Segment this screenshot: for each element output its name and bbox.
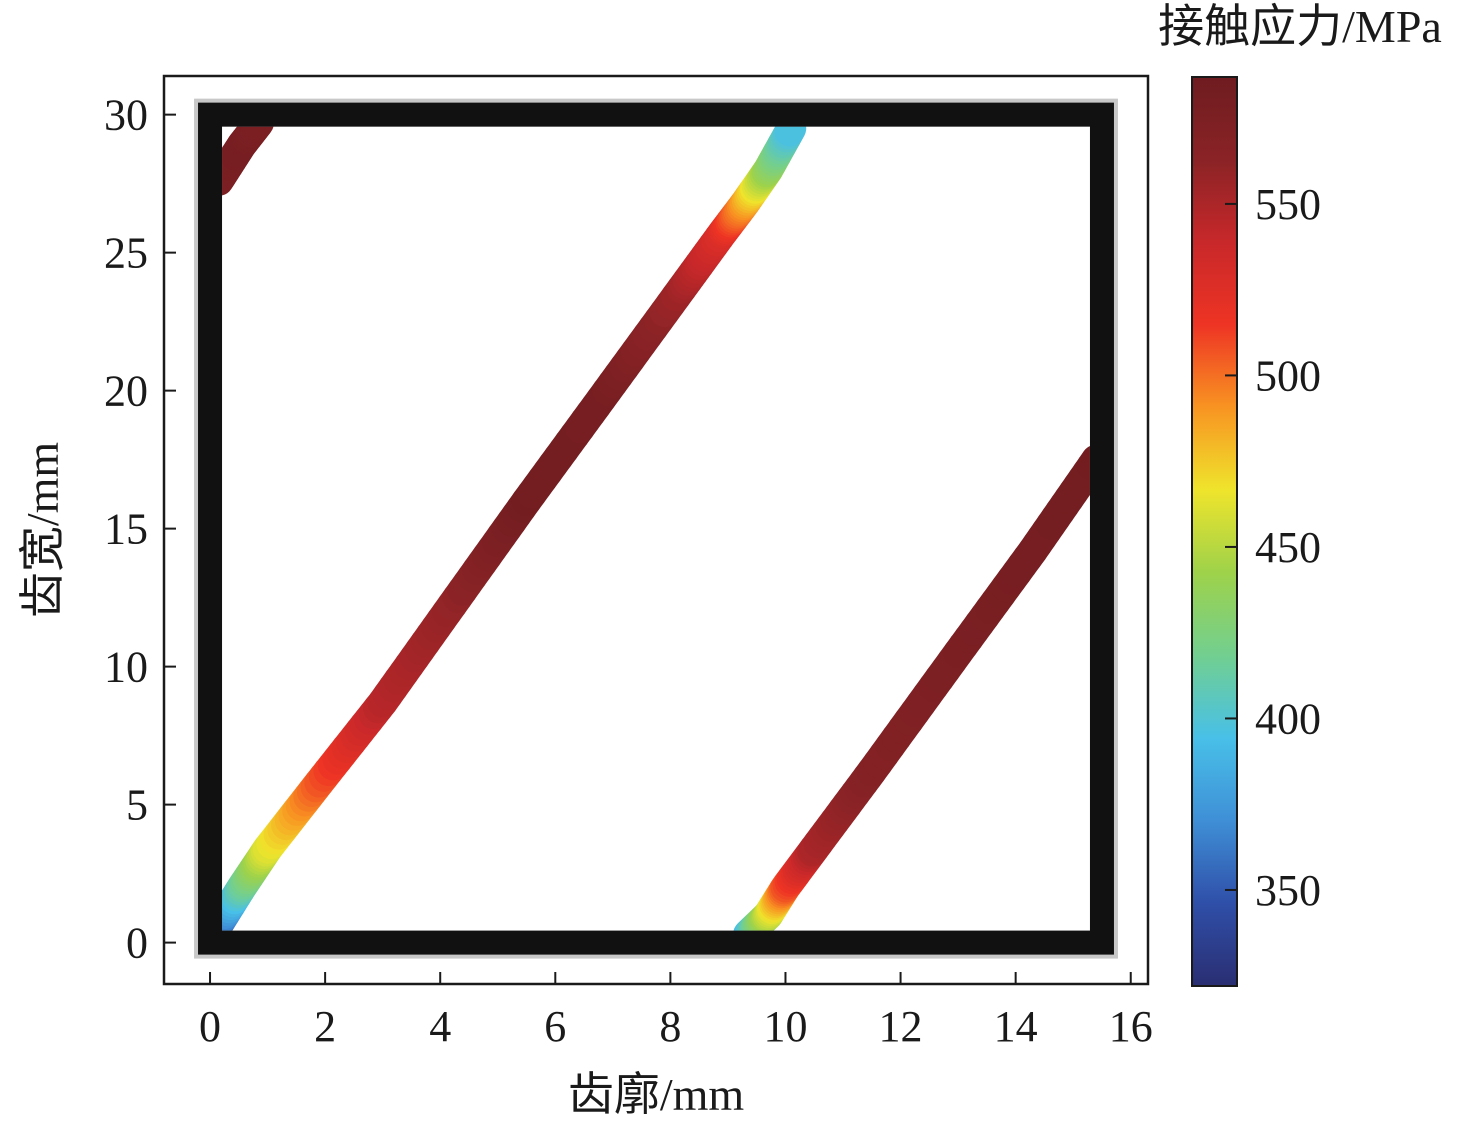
plot-area [164, 76, 1148, 984]
colorbar-title: 接触应力/MPa [1158, 1, 1442, 52]
x-tick-label: 8 [659, 1002, 681, 1051]
contact-line-1 [210, 114, 807, 943]
contact-stress-bands [210, 114, 1102, 943]
colorbar-gradient [1191, 76, 1238, 987]
plot-axes [162, 74, 1150, 986]
contact-region [194, 98, 1118, 959]
x-tick-label: 6 [544, 1002, 566, 1051]
contact-line-2 [733, 444, 1102, 943]
y-axis-title: 齿宽/mm [17, 442, 68, 619]
y-tick-label: 0 [126, 919, 148, 968]
colorbar-tick-label: 400 [1255, 694, 1321, 743]
y-tick-label: 30 [104, 91, 148, 140]
y-tick-label: 5 [126, 781, 148, 830]
x-tick-label: 0 [199, 1002, 221, 1051]
y-tick-label: 25 [104, 229, 148, 278]
colorbar-tick-label: 550 [1255, 180, 1321, 229]
y-tick-label: 10 [104, 643, 148, 692]
y-tick-label: 20 [104, 367, 148, 416]
colorbar: 350 400 450 500 550 [1191, 76, 1321, 987]
contact-region-border [198, 102, 1114, 955]
plot-background [164, 76, 1148, 984]
x-tick-label: 14 [994, 1002, 1038, 1051]
y-tick-label: 15 [104, 505, 148, 554]
colorbar-tick-label: 350 [1255, 866, 1321, 915]
colorbar-tick-label: 500 [1255, 351, 1321, 400]
x-tick-label: 10 [763, 1002, 807, 1051]
axes-frame [162, 74, 1150, 986]
x-tick-label: 2 [314, 1002, 336, 1051]
stress-band-segment [774, 114, 807, 147]
x-axis-ticks: 0 2 4 6 8 10 12 14 16 [199, 972, 1153, 1051]
x-tick-label: 12 [879, 1002, 923, 1051]
band-clip-group [210, 114, 1102, 943]
x-tick-label: 4 [429, 1002, 451, 1051]
x-axis-title: 齿廓/mm [568, 1069, 745, 1120]
x-tick-label: 16 [1109, 1002, 1153, 1051]
contact-line-3 [210, 114, 274, 196]
y-axis-ticks: 0 5 10 15 20 25 30 [104, 91, 176, 968]
colorbar-tick-label: 450 [1255, 523, 1321, 572]
